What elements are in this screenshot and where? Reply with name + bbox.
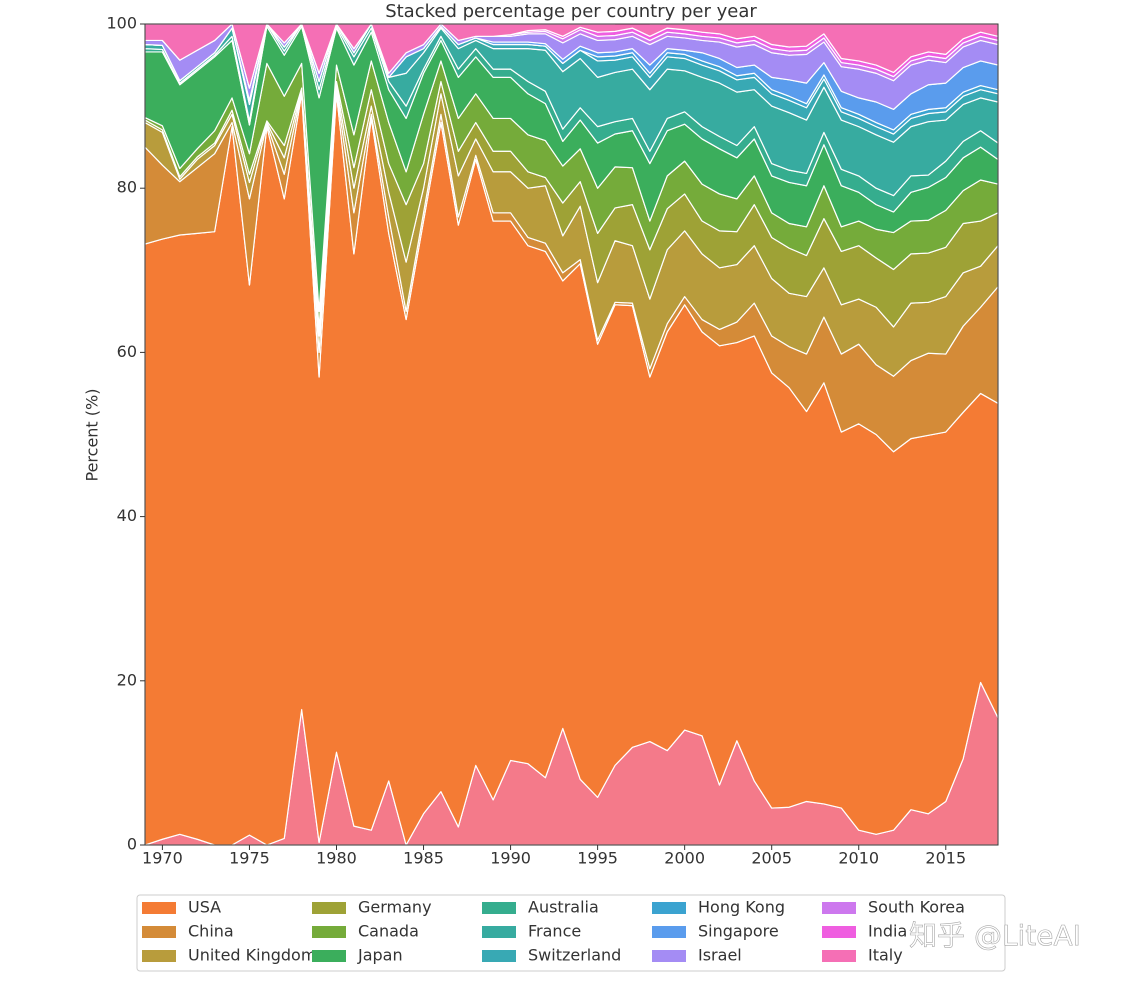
legend-swatch: [482, 950, 516, 962]
legend-label: Singapore: [698, 922, 779, 941]
y-tick-label: 20: [117, 670, 137, 689]
legend-swatch: [312, 926, 346, 938]
legend-swatch: [652, 950, 686, 962]
legend-swatch: [142, 902, 176, 914]
legend-label: South Korea: [868, 898, 965, 917]
plot-area: [145, 24, 998, 845]
legend-label: Switzerland: [528, 946, 621, 965]
legend-label: USA: [188, 898, 221, 917]
legend-swatch: [822, 950, 856, 962]
legend-swatch: [142, 926, 176, 938]
legend-swatch: [652, 902, 686, 914]
legend-label: China: [188, 922, 234, 941]
legend-label: Japan: [357, 946, 403, 965]
x-tick-label: 2015: [925, 849, 966, 868]
y-tick-label: 60: [117, 342, 137, 361]
legend-label: Canada: [358, 922, 419, 941]
legend-swatch: [652, 926, 686, 938]
y-tick-label: 40: [117, 506, 137, 525]
chart-title: Stacked percentage per country per year: [385, 1, 757, 22]
legend-swatch: [822, 902, 856, 914]
x-tick-label: 2005: [751, 849, 792, 868]
x-tick-label: 1985: [403, 849, 444, 868]
legend-swatch: [482, 902, 516, 914]
legend-swatch: [312, 950, 346, 962]
y-tick-label: 100: [106, 14, 137, 33]
legend-label: Australia: [528, 898, 599, 917]
x-tick-label: 2000: [664, 849, 705, 868]
legend-box: [136, 894, 1006, 972]
legend-swatch: [822, 926, 856, 938]
watermark: 知乎 @LiteAI: [909, 919, 1081, 952]
x-tick-label: 2010: [838, 849, 879, 868]
y-tick-label: 0: [127, 835, 137, 854]
legend-label: United Kingdom: [188, 946, 316, 965]
legend-swatch: [312, 902, 346, 914]
x-tick-label: 1980: [316, 849, 357, 868]
y-axis-label: Percent (%): [83, 389, 102, 482]
legend-label: India: [868, 922, 907, 941]
legend-swatch: [482, 926, 516, 938]
axes-frame: [144, 23, 999, 846]
x-tick-label: 1995: [577, 849, 618, 868]
legend-label: Hong Kong: [698, 898, 785, 917]
legend-label: Israel: [698, 946, 742, 965]
x-tick-label: 1975: [229, 849, 270, 868]
y-tick-label: 80: [117, 178, 137, 197]
legend-label: Germany: [358, 898, 432, 917]
area: [145, 24, 998, 89]
x-tick-label: 1990: [490, 849, 531, 868]
legend-label: France: [528, 922, 581, 941]
x-tick-label: 1970: [142, 849, 183, 868]
legend-label: Italy: [868, 946, 903, 965]
legend-swatch: [142, 950, 176, 962]
